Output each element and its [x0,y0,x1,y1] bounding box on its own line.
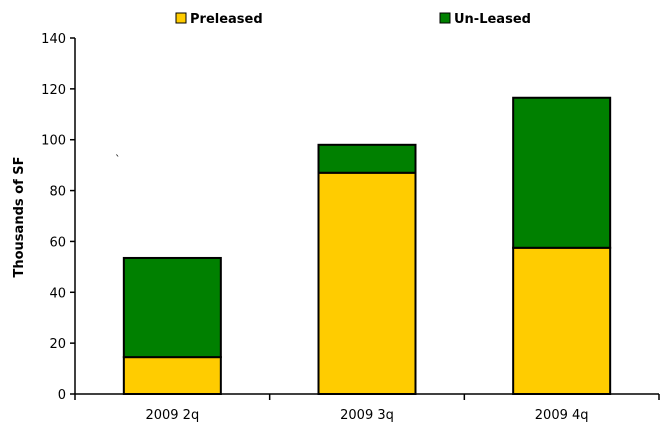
y-tick-label: 80 [49,185,66,200]
y-tick-label: 0 [58,388,66,403]
bar-preleased [512,246,612,395]
legend-label-unleased: Un-Leased [454,12,531,27]
bar-unleased [317,143,417,174]
x-tick-label: 2009 2q [145,408,199,423]
bar-preleased [317,171,417,395]
bar-preleased [122,356,222,395]
x-tick-label: 2009 3q [340,408,394,423]
legend: Preleased Un-Leased [175,12,531,27]
y-tick-label: 100 [41,134,66,149]
y-tick-label: 140 [41,32,66,47]
y-tick-label: 120 [41,83,66,98]
y-axis-title: Thousands of SF [12,157,27,278]
bar-unleased [122,256,222,359]
legend-swatch-unleased [439,12,451,24]
stray-mark: ` [115,153,121,166]
legend-label-preleased: Preleased [190,12,263,27]
bar-unleased [512,96,612,249]
y-tick-label: 40 [49,286,66,301]
y-tick-label: 20 [49,337,66,352]
x-tick-label: 2009 4q [535,408,589,423]
y-tick-label: 60 [49,235,66,250]
legend-swatch-preleased [175,12,187,24]
plot-area: 0 20 40 60 80 100 120 140 2009 2q 2009 3q 2009 4q [41,32,660,423]
